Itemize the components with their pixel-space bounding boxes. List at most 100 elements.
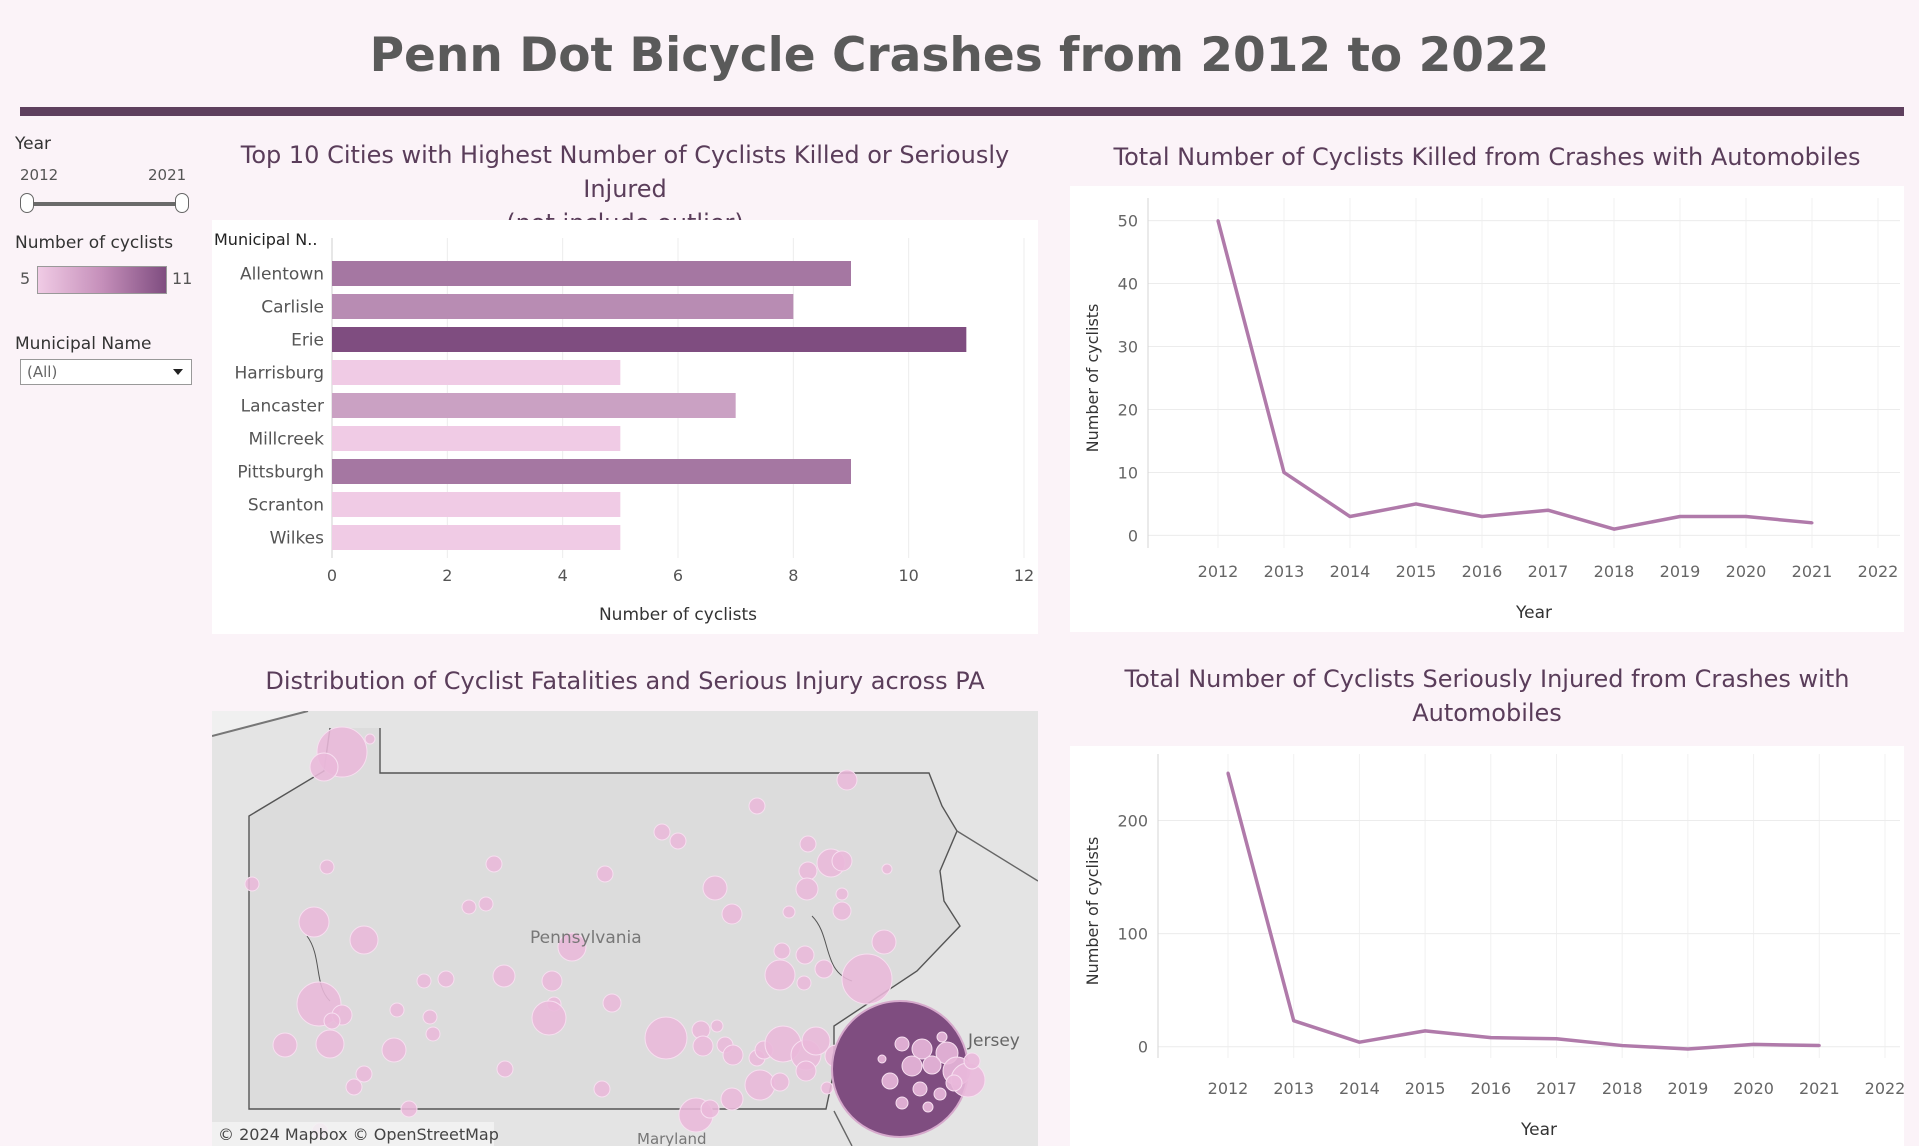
chevron-down-icon bbox=[173, 369, 183, 375]
map-bubble bbox=[596, 865, 614, 883]
map-bubble bbox=[895, 1096, 909, 1110]
line-y-tick-label: 200 bbox=[1117, 812, 1148, 831]
series-point-2017 bbox=[1546, 508, 1550, 512]
bar-pittsburgh bbox=[332, 459, 851, 484]
map-bubble bbox=[557, 932, 587, 962]
map-bubble bbox=[835, 887, 849, 901]
municipal-filter-label: Municipal Name bbox=[15, 334, 152, 354]
map-bubble bbox=[795, 1060, 817, 1082]
map-bubble bbox=[795, 877, 819, 901]
map-bubble bbox=[389, 1002, 405, 1018]
line-x-tick-label: 2013 bbox=[1273, 1079, 1314, 1098]
line-x-tick-label: 2013 bbox=[1264, 562, 1305, 581]
bar-category-label: Scranton bbox=[248, 496, 324, 516]
line-x-tick-label: 2017 bbox=[1528, 562, 1569, 581]
series-point-2017 bbox=[1555, 1037, 1558, 1041]
line-x-tick-label: 2012 bbox=[1208, 1079, 1249, 1098]
injured-line-chart: 2012 2013 2014 2015 2016 2017 2018 2019 2020 2021… bbox=[1070, 746, 1904, 1146]
map-bubble bbox=[798, 861, 818, 881]
bar-category-label: Erie bbox=[291, 331, 324, 351]
map-bubble bbox=[315, 1029, 345, 1059]
map-bubble bbox=[531, 1000, 567, 1036]
bar-chart: Municipal N.. 0 2 4 6 8 10 12 Allentown Carlisle E… bbox=[212, 220, 1038, 634]
map-attribution[interactable]: © 2024 Mapbox © OpenStreetMap bbox=[218, 1125, 499, 1144]
bar-x-tick-label: 4 bbox=[558, 566, 568, 585]
injured-chart-title-line1: Total Number of Cyclists Seriously Injur… bbox=[1124, 665, 1850, 693]
map-bubble bbox=[602, 993, 622, 1013]
series-point-2021 bbox=[1817, 1044, 1821, 1048]
series-point-2016 bbox=[1489, 1036, 1493, 1040]
map-bubble bbox=[319, 859, 335, 875]
map-bubble bbox=[722, 1044, 744, 1066]
municipal-dropdown[interactable]: (All) bbox=[20, 359, 192, 385]
series-point-2019 bbox=[1678, 515, 1682, 519]
bar-x-tick-label: 6 bbox=[673, 566, 683, 585]
line-x-tick-label: 2018 bbox=[1602, 1079, 1643, 1098]
line-y-tick-label: 20 bbox=[1118, 400, 1138, 419]
pa-map[interactable]: Pennsylvania Jersey Maryland © 2024 Mapb… bbox=[212, 711, 1038, 1146]
map-bubble bbox=[744, 1069, 776, 1101]
line-x-axis-title: Year bbox=[1515, 603, 1552, 623]
line-y-tick-label: 10 bbox=[1118, 463, 1138, 482]
map-bubble bbox=[770, 1072, 790, 1092]
line-y-tick-label: 30 bbox=[1118, 338, 1138, 357]
series-point-2018 bbox=[1612, 527, 1616, 531]
year-min-label: 2012 bbox=[20, 166, 59, 184]
line-y-tick-label: 50 bbox=[1118, 212, 1138, 231]
map-bubble bbox=[820, 1081, 834, 1095]
map-bubble bbox=[345, 1078, 363, 1096]
bar-x-tick-label: 8 bbox=[788, 566, 798, 585]
series-point-2014 bbox=[1348, 515, 1352, 519]
map-bubble bbox=[922, 1055, 942, 1075]
map-bubble bbox=[912, 1081, 928, 1097]
map-bubble bbox=[692, 1035, 714, 1057]
series-point-2013 bbox=[1282, 470, 1286, 474]
series-point-2018 bbox=[1620, 1044, 1624, 1048]
map-bubble bbox=[933, 1087, 947, 1101]
map-bubble bbox=[653, 823, 671, 841]
series-point-2020 bbox=[1744, 515, 1748, 519]
map-bubble bbox=[422, 1009, 438, 1025]
map-bubble bbox=[799, 835, 817, 853]
line-y-axis-title: Number of cyclists bbox=[1083, 837, 1102, 986]
series-point-2014 bbox=[1357, 1040, 1361, 1044]
map-bubble bbox=[841, 953, 893, 1005]
line-x-tick-label: 2021 bbox=[1792, 562, 1833, 581]
bar-wilkes bbox=[332, 525, 621, 550]
line-x-tick-label: 2022 bbox=[1865, 1079, 1904, 1098]
series-line bbox=[1226, 772, 1820, 1051]
bar-category-label: Carlisle bbox=[261, 298, 324, 318]
series-point-2013 bbox=[1292, 1019, 1296, 1023]
map-bubble bbox=[272, 1032, 298, 1058]
year-slider-min-handle[interactable] bbox=[20, 193, 34, 213]
map-bubble bbox=[323, 1012, 341, 1030]
map-bubble bbox=[836, 769, 858, 791]
year-slider-max-handle[interactable] bbox=[175, 193, 189, 213]
bar-x-tick-label: 0 bbox=[327, 566, 337, 585]
map-bubble bbox=[381, 1037, 407, 1063]
map-bubble bbox=[485, 855, 503, 873]
bar-category-label: Allentown bbox=[240, 265, 324, 285]
dashboard-title: Penn Dot Bicycle Crashes from 2012 to 20… bbox=[369, 28, 1550, 83]
map-bubble bbox=[700, 1099, 720, 1119]
map-bubble bbox=[492, 964, 516, 988]
line-x-tick-label: 2017 bbox=[1536, 1079, 1577, 1098]
map-bubble bbox=[764, 959, 796, 991]
map-bubble bbox=[355, 1065, 373, 1083]
bar-millcreek bbox=[332, 426, 621, 451]
bar-x-tick-label: 10 bbox=[898, 566, 918, 585]
line-y-tick-label: 0 bbox=[1128, 526, 1138, 545]
map-bubble bbox=[881, 863, 893, 875]
map-bubble bbox=[298, 906, 330, 938]
bar-carlisle bbox=[332, 294, 794, 319]
line-x-tick-label: 2014 bbox=[1330, 562, 1371, 581]
ny-nj-border bbox=[956, 830, 1038, 882]
map-bubble bbox=[894, 1036, 910, 1052]
map-bubble bbox=[309, 752, 339, 782]
bar-category-label: Millcreek bbox=[248, 430, 324, 450]
year-slider-track[interactable] bbox=[26, 202, 186, 206]
map-bubble bbox=[936, 1031, 948, 1043]
map-bubble bbox=[710, 1019, 724, 1033]
attribution-bg bbox=[212, 1122, 494, 1146]
line-y-tick-label: 100 bbox=[1117, 925, 1148, 944]
